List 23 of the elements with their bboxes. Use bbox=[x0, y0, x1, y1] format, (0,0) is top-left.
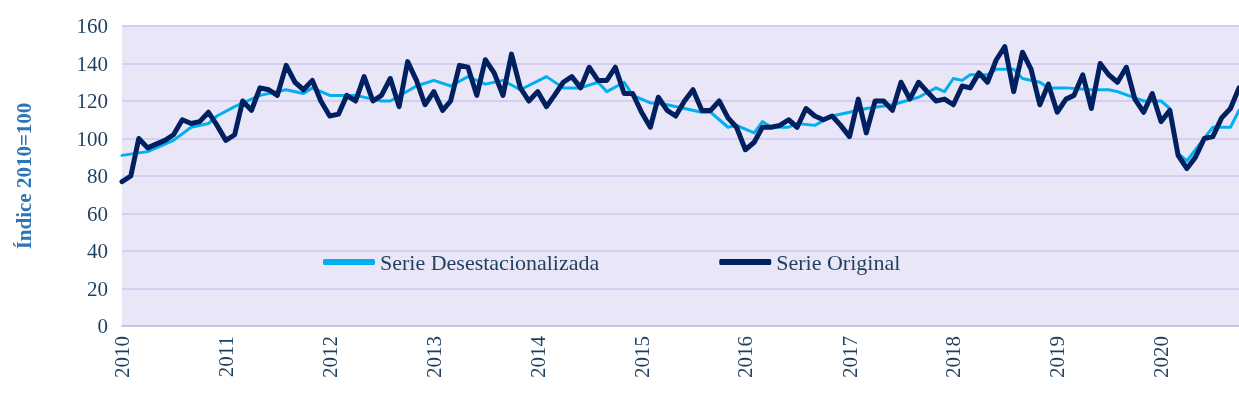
x-tick-label: 2013 bbox=[421, 336, 446, 378]
y-tick-label: 60 bbox=[87, 201, 108, 226]
legend-label: Serie Original bbox=[776, 249, 901, 275]
y-tick-label: 40 bbox=[87, 239, 108, 263]
y-tick-label: 20 bbox=[87, 276, 108, 301]
y-tick-label: 120 bbox=[76, 89, 108, 113]
y-tick-label: 140 bbox=[76, 51, 108, 76]
x-tick-label: 2014 bbox=[525, 335, 550, 378]
x-tick-label: 2012 bbox=[317, 336, 342, 378]
x-tick-label: 2019 bbox=[1045, 336, 1070, 378]
x-tick-label: 2020 bbox=[1149, 336, 1174, 378]
x-tick-label: 2016 bbox=[733, 336, 758, 378]
y-tick-label: 80 bbox=[87, 164, 108, 188]
y-axis-title: Índice 2010=100 bbox=[11, 102, 36, 250]
x-tick-label: 2015 bbox=[629, 336, 654, 378]
x-tick-label: 2011 bbox=[213, 336, 238, 378]
x-tick-label: 2017 bbox=[837, 336, 862, 378]
y-tick-label: 100 bbox=[76, 126, 108, 151]
x-tick-label: 2018 bbox=[941, 336, 966, 378]
y-tick-label: 160 bbox=[76, 14, 108, 38]
legend-label: Serie Desestacionalizada bbox=[380, 249, 600, 275]
y-tick-label: 0 bbox=[97, 314, 108, 338]
x-tick-label: 2010 bbox=[110, 336, 134, 378]
